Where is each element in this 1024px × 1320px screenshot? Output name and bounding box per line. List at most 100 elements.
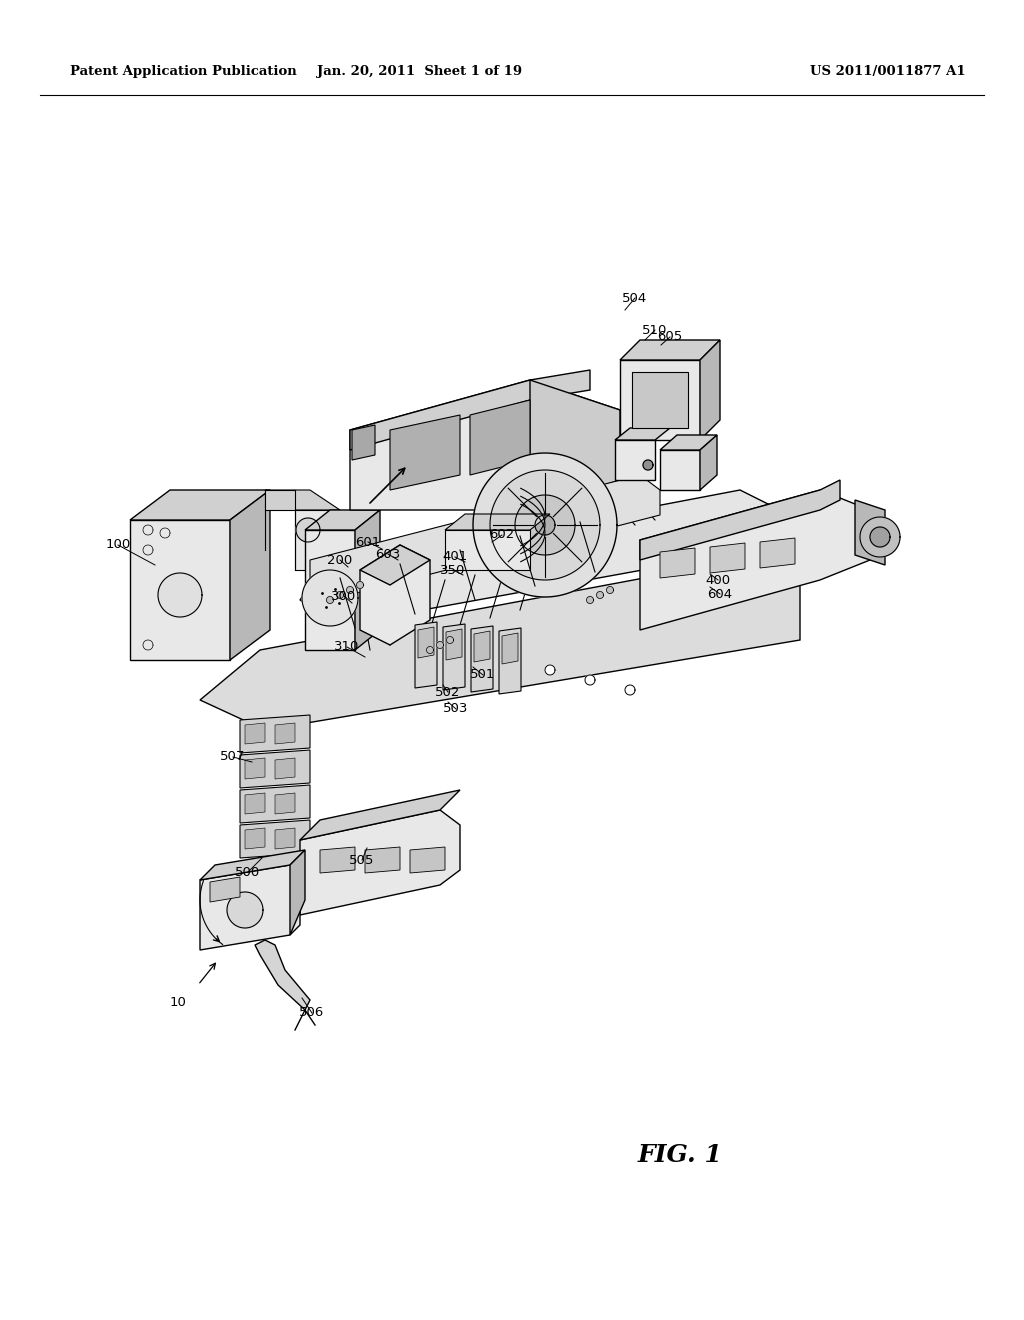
Polygon shape (240, 785, 310, 822)
Polygon shape (346, 586, 353, 594)
Polygon shape (427, 647, 433, 653)
Text: 100: 100 (105, 539, 131, 552)
Text: 603: 603 (376, 548, 400, 561)
Polygon shape (227, 892, 263, 928)
Polygon shape (245, 793, 265, 814)
Polygon shape (158, 573, 202, 616)
Polygon shape (356, 582, 364, 589)
Polygon shape (240, 820, 310, 858)
Polygon shape (502, 634, 518, 664)
Polygon shape (365, 847, 400, 873)
Text: Patent Application Publication: Patent Application Publication (70, 66, 297, 78)
Polygon shape (620, 360, 700, 440)
Polygon shape (302, 570, 358, 626)
Polygon shape (230, 490, 270, 660)
Polygon shape (360, 545, 430, 645)
Polygon shape (290, 850, 305, 935)
Text: 401: 401 (442, 550, 468, 564)
Polygon shape (265, 490, 295, 510)
Polygon shape (443, 624, 465, 690)
Polygon shape (200, 865, 300, 950)
Polygon shape (255, 940, 310, 1010)
Polygon shape (352, 425, 375, 459)
Polygon shape (245, 723, 265, 744)
Polygon shape (300, 490, 780, 624)
Polygon shape (870, 527, 890, 546)
Polygon shape (296, 517, 319, 543)
Polygon shape (240, 715, 310, 752)
Polygon shape (515, 495, 575, 554)
Polygon shape (275, 828, 295, 849)
Polygon shape (700, 341, 720, 440)
Polygon shape (615, 428, 670, 440)
Polygon shape (490, 470, 600, 579)
Polygon shape (275, 793, 295, 814)
Polygon shape (319, 847, 355, 873)
Polygon shape (350, 380, 620, 510)
Polygon shape (415, 622, 437, 688)
Text: 200: 200 (328, 553, 352, 566)
Polygon shape (615, 440, 655, 480)
Text: 604: 604 (708, 587, 732, 601)
Polygon shape (300, 810, 460, 915)
Polygon shape (130, 520, 230, 660)
Text: 350: 350 (440, 564, 466, 577)
Polygon shape (310, 475, 660, 601)
Text: 501: 501 (470, 668, 496, 681)
Polygon shape (660, 548, 695, 578)
Polygon shape (545, 665, 555, 675)
Text: 605: 605 (657, 330, 683, 343)
Polygon shape (436, 642, 443, 648)
Polygon shape (446, 636, 454, 643)
Polygon shape (640, 490, 870, 630)
Text: 601: 601 (355, 536, 381, 549)
Text: 503: 503 (443, 702, 469, 715)
Polygon shape (445, 513, 550, 531)
Polygon shape (200, 560, 800, 730)
Polygon shape (587, 597, 594, 603)
Polygon shape (350, 370, 590, 450)
Polygon shape (245, 828, 265, 849)
Polygon shape (606, 586, 613, 594)
Text: 510: 510 (642, 323, 668, 337)
Polygon shape (640, 480, 840, 560)
Polygon shape (275, 758, 295, 779)
Polygon shape (760, 539, 795, 568)
Polygon shape (620, 341, 720, 360)
Polygon shape (473, 453, 617, 597)
Polygon shape (632, 372, 688, 428)
Polygon shape (446, 630, 462, 660)
Text: US 2011/0011877 A1: US 2011/0011877 A1 (810, 66, 966, 78)
Polygon shape (295, 510, 340, 570)
Polygon shape (240, 750, 310, 788)
Polygon shape (130, 490, 270, 520)
Polygon shape (275, 723, 295, 744)
Polygon shape (327, 597, 334, 603)
Text: 502: 502 (435, 685, 461, 698)
Polygon shape (597, 591, 603, 598)
Polygon shape (200, 850, 305, 880)
Polygon shape (660, 436, 717, 450)
Polygon shape (245, 758, 265, 779)
Polygon shape (305, 531, 355, 649)
Text: Jan. 20, 2011  Sheet 1 of 19: Jan. 20, 2011 Sheet 1 of 19 (317, 66, 522, 78)
Polygon shape (585, 675, 595, 685)
Polygon shape (535, 515, 555, 535)
Text: 10: 10 (170, 995, 186, 1008)
Polygon shape (660, 450, 700, 490)
Polygon shape (210, 876, 240, 902)
Polygon shape (418, 627, 434, 657)
Text: 602: 602 (489, 528, 515, 541)
Polygon shape (625, 685, 635, 696)
Polygon shape (470, 400, 530, 475)
Text: 500: 500 (236, 866, 261, 879)
Polygon shape (710, 543, 745, 573)
Polygon shape (410, 847, 445, 873)
Polygon shape (530, 380, 620, 510)
Polygon shape (355, 510, 380, 649)
Polygon shape (471, 626, 493, 692)
Polygon shape (700, 436, 717, 490)
Text: 507: 507 (220, 751, 246, 763)
Polygon shape (474, 631, 490, 663)
Polygon shape (860, 517, 900, 557)
